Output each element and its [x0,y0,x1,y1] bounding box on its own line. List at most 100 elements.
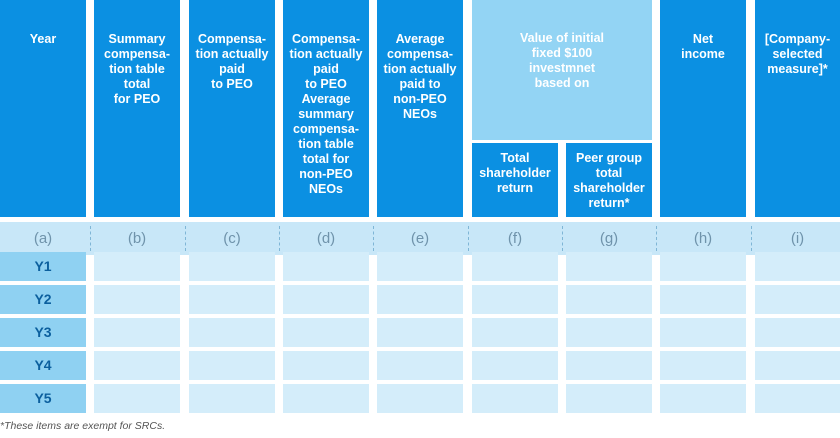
cell [283,318,369,347]
header-line: return* [588,196,630,210]
column-letter: (d) [316,230,336,247]
column-header: Compensa-tion actually paid to PEO Average s… [283,0,369,217]
cell [377,351,463,380]
header-line: compensa- [104,47,170,61]
cell [472,384,558,413]
header-line: Peer group [576,151,642,165]
cell [472,351,558,380]
header-line: fixed $100 [531,46,593,60]
header-line: shareholder [479,166,551,180]
footnote: *These items are exempt for SRCs. [0,420,166,432]
header-line: NEOs [308,182,344,196]
header-line: total [595,166,623,180]
separator [656,226,657,251]
separator [468,226,469,251]
cell [566,285,652,314]
header-line: return [496,181,534,195]
cell [94,384,180,413]
cell [566,318,652,347]
header-line: NEOs [402,107,438,121]
header-line: to PEO [305,77,347,91]
cell [189,252,275,281]
cell [283,351,369,380]
cell [189,285,275,314]
cell [660,384,746,413]
row-label: Y2 [0,285,86,314]
header-line: non-PEO [393,92,447,106]
column-header: Peer group total shareholder return* [566,143,652,217]
header-line: Average [301,92,351,106]
header-line: paid [313,62,339,76]
cell [660,285,746,314]
separator [751,226,752,251]
separator [185,226,186,251]
row-label: Y4 [0,351,86,380]
header-line: Year [29,32,57,46]
cell [755,318,840,347]
header-line: tion actually [195,47,269,61]
separator [373,226,374,251]
header-line: Average [395,32,445,46]
column-header: Average compensa-tion actually paid to non-… [377,0,463,217]
header-line: Value of initial [519,31,605,45]
cell [660,252,746,281]
column-header: Net income [660,0,746,217]
column-letter: (i) [790,230,805,247]
column-letter: (g) [599,230,619,247]
column-letter: (a) [33,230,53,247]
cell [660,351,746,380]
cell [472,285,558,314]
letter-row [0,222,840,255]
cell [94,285,180,314]
cell [94,252,180,281]
column-letter: (c) [223,230,241,247]
cell [472,252,558,281]
column-letter: (f) [507,230,523,247]
header-line: Total [500,151,530,165]
cell [566,252,652,281]
column-header: [Company-selected measure]* [755,0,840,217]
separator [90,226,91,251]
header-line: Net [692,32,714,46]
column-letter: (b) [127,230,147,247]
cell [472,318,558,347]
header-line: tion table [298,137,354,151]
cell [283,384,369,413]
cell [377,318,463,347]
header-line: based on [534,76,590,90]
header-line: compensa- [293,122,359,136]
header-line: for PEO [113,92,161,106]
separator [562,226,563,251]
header-line: shareholder [573,181,645,195]
header-line: non-PEO [299,167,353,181]
column-header: Compensa-tion actually paid to PEO [189,0,275,217]
header-line: investmnet [529,61,595,75]
cell [566,384,652,413]
cell [755,351,840,380]
row-label: Y3 [0,318,86,347]
header-line: [Company- [764,32,831,46]
header-line: summary [298,107,354,121]
header-line: paid [219,62,245,76]
cell [283,285,369,314]
header-line: Compensa- [291,32,361,46]
header-line: selected [772,47,823,61]
column-header: Year [0,0,86,217]
group-header: Value of initial fixed $100 investmnet base… [472,0,652,140]
cell [94,318,180,347]
header-line: Summary [108,32,166,46]
cell [94,351,180,380]
row-label: Y1 [0,252,86,281]
column-letter: (e) [410,230,430,247]
header-line: measure]* [767,62,828,76]
header-line: paid to [399,77,441,91]
separator [279,226,280,251]
header-line: Compensa- [197,32,267,46]
cell [189,318,275,347]
cell [189,351,275,380]
cell [377,252,463,281]
cell [377,285,463,314]
cell [566,351,652,380]
cell [755,384,840,413]
